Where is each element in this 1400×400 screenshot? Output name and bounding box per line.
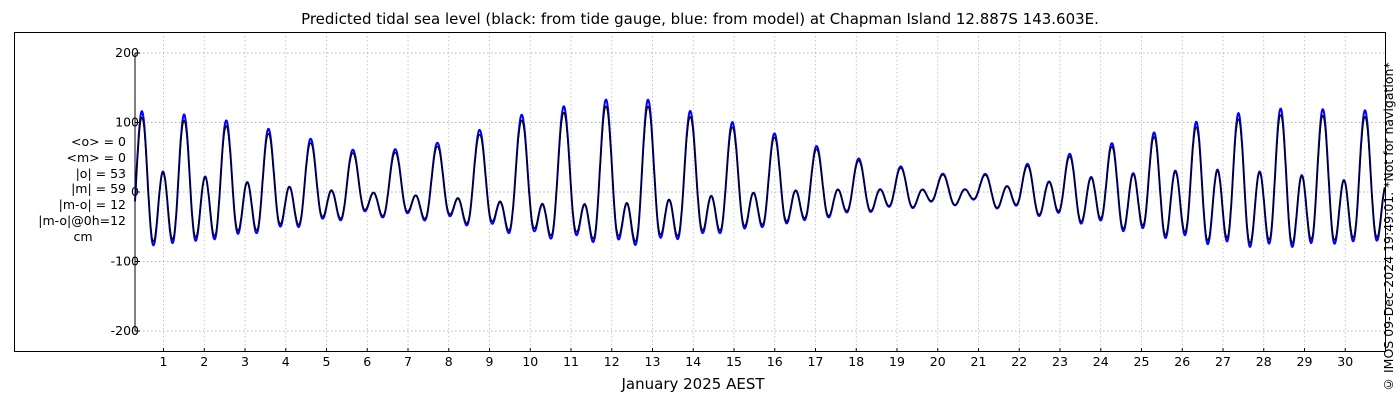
x-tick-label: 30 (1337, 354, 1353, 369)
series-line-gauge (134, 105, 1386, 244)
x-tick-label: 1 (160, 354, 168, 369)
credit-text: © IMOS 09-Dec-2024 19:49:01. *Not for na… (1381, 62, 1396, 392)
grid-lines (135, 32, 1386, 352)
x-tick-label: 5 (323, 354, 331, 369)
x-axis-label: January 2025 AEST (621, 375, 765, 393)
x-tick-label: 16 (767, 354, 783, 369)
x-tick-label: 14 (685, 354, 701, 369)
x-tick-label: 6 (363, 354, 371, 369)
y-tick-label: -200 (111, 323, 139, 338)
x-tick-label: 19 (889, 354, 905, 369)
stat-units: cm (73, 228, 93, 244)
stat-abs-diff: |m-o| = 12 (58, 197, 126, 213)
x-tick-label: 12 (604, 354, 620, 369)
x-tick-label: 28 (1256, 354, 1272, 369)
stat-abs-diff-0h: |m-o|@0h=12 (38, 212, 126, 228)
x-tick-label: 26 (1174, 354, 1190, 369)
plot-frame (14, 32, 1386, 352)
x-tick-label: 22 (1011, 354, 1027, 369)
x-tick-label: 23 (1052, 354, 1068, 369)
y-tick-label: 100 (115, 115, 139, 130)
stat-mean-obs: <o> = 0 (71, 134, 126, 149)
x-tick-label: 8 (445, 354, 453, 369)
x-tick-label: 17 (808, 354, 824, 369)
x-tick-label: 25 (1134, 354, 1150, 369)
x-tick-label: 11 (563, 354, 579, 369)
series-line-model (134, 98, 1386, 248)
x-tick-label: 7 (404, 354, 412, 369)
y-tick-label: -100 (111, 254, 139, 269)
x-tick-label: 13 (645, 354, 661, 369)
stat-mean-model: <m> = 0 (66, 149, 127, 165)
x-tick-label: 18 (848, 354, 864, 369)
x-tick-label: 10 (522, 354, 538, 369)
x-tick-label: 3 (241, 354, 249, 369)
stat-abs-model: |m| = 59 (71, 181, 126, 197)
x-tick-label: 2 (200, 354, 208, 369)
x-tick-label: 27 (1215, 354, 1231, 369)
x-axis: 1 2 3 4 5 6 7 8 9 10 11 12 13 14 15 16 17 18 19 20 21 22 23 24 2… (160, 348, 1353, 369)
y-tick-label: 200 (115, 45, 139, 60)
chart-title: Predicted tidal sea level (black: from t… (301, 10, 1099, 28)
x-tick-label: 4 (282, 354, 290, 369)
x-tick-label: 21 (971, 354, 987, 369)
x-tick-label: 9 (486, 354, 494, 369)
stats-panel: <o> = 0 <m> = 0 |o| = 53 |m| = 59 |m-o| … (0, 134, 126, 245)
x-tick-label: 29 (1297, 354, 1313, 369)
x-tick-label: 20 (930, 354, 946, 369)
stat-abs-obs: |o| = 53 (75, 165, 126, 181)
x-tick-label: 15 (726, 354, 742, 369)
x-tick-label: 24 (1093, 354, 1109, 369)
series-lines (134, 98, 1386, 248)
